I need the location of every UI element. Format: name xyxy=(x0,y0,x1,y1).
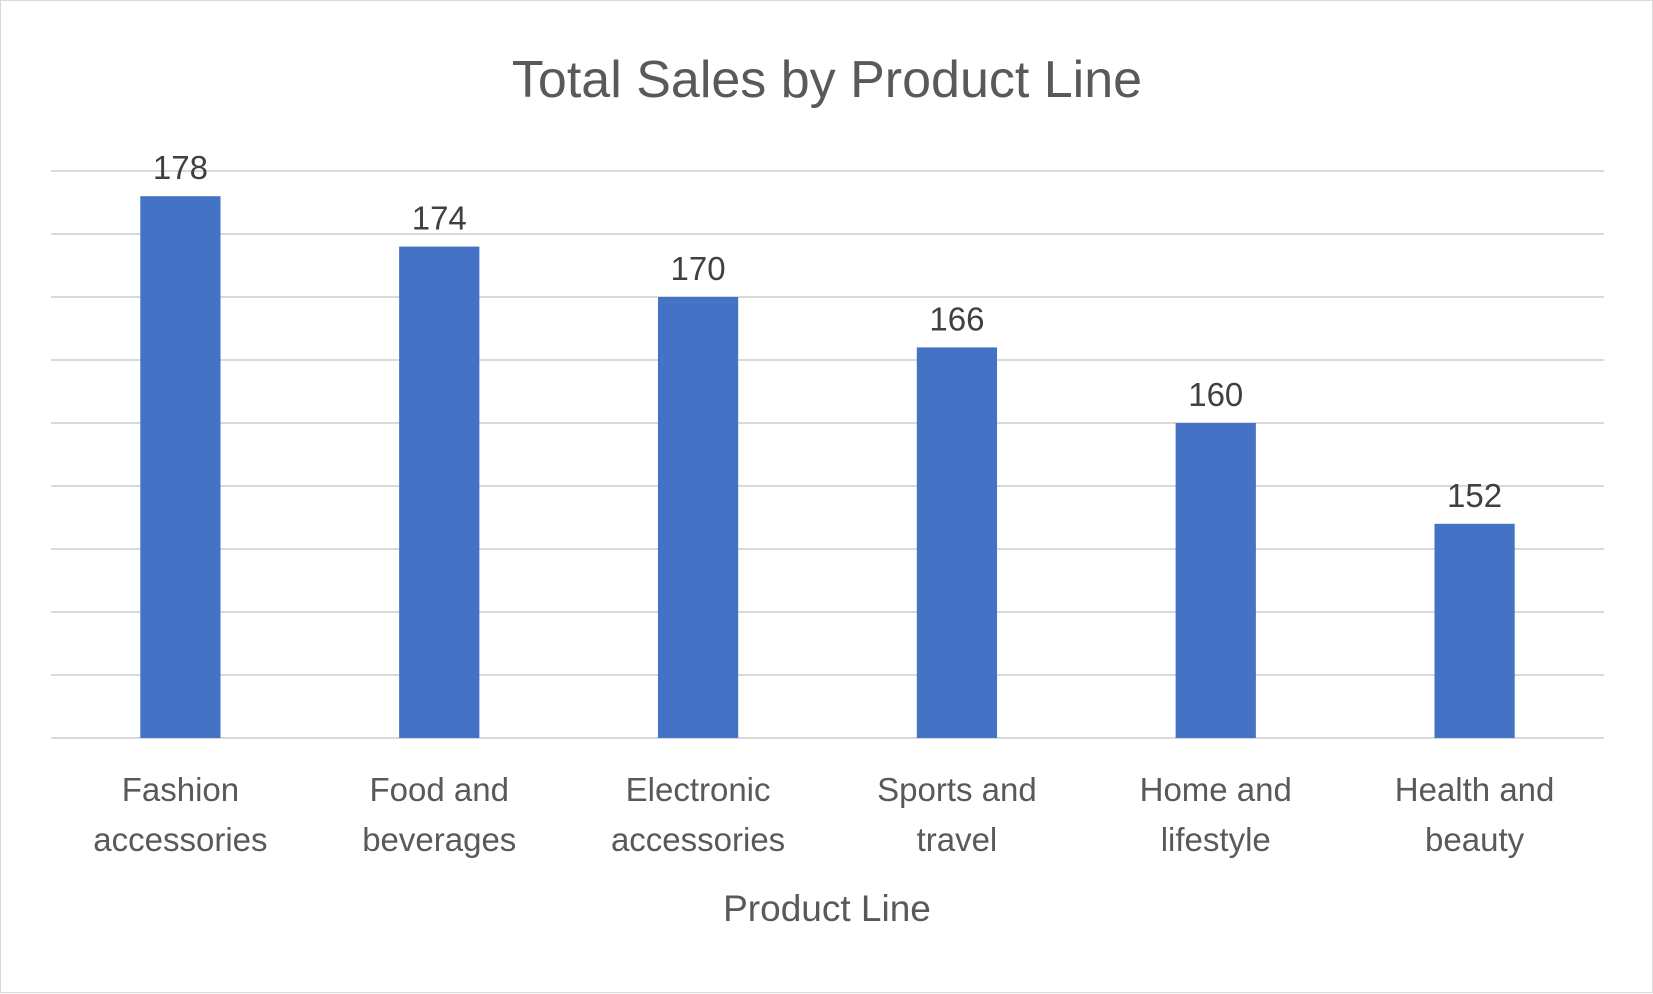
data-label: 178 xyxy=(153,149,208,186)
x-tick-label-line: Health and xyxy=(1395,771,1555,808)
x-tick-label-line: Electronic xyxy=(626,771,771,808)
data-label: 152 xyxy=(1447,477,1502,514)
bar xyxy=(1434,523,1515,738)
x-tick-label: Electronic accessories xyxy=(611,771,785,858)
x-tick-label-line: accessories xyxy=(93,821,267,858)
data-label: 174 xyxy=(412,200,467,237)
x-tick-label-line: Home and xyxy=(1140,771,1292,808)
data-label: 166 xyxy=(929,300,984,337)
x-tick-label: Health and beauty xyxy=(1395,771,1555,858)
bar xyxy=(657,297,739,738)
x-tick-label-line: lifestyle xyxy=(1161,821,1271,858)
x-tick-label-line: accessories xyxy=(611,821,785,858)
x-tick-label: Food and beverages xyxy=(362,771,516,858)
x-axis-title: Product Line xyxy=(723,888,931,929)
x-tick-label-line: beauty xyxy=(1425,821,1525,858)
x-tick-label: Sports and travel xyxy=(877,771,1037,858)
chart-title: Total Sales by Product Line xyxy=(512,51,1142,109)
x-tick-label-line: Sports and xyxy=(877,771,1037,808)
bar xyxy=(399,246,480,738)
x-tick-label-line: Food and xyxy=(370,771,509,808)
gridlines xyxy=(51,170,1604,739)
x-tick-label: Fashion accessories xyxy=(93,771,267,858)
data-label: 170 xyxy=(671,250,726,287)
bar xyxy=(1175,423,1256,738)
x-tick-label-line: travel xyxy=(917,821,998,858)
x-tick-label: Home and lifestyle xyxy=(1140,771,1292,858)
x-tick-label-line: beverages xyxy=(362,821,516,858)
x-tick-labels: Fashion accessories Food and beverages Elect… xyxy=(93,771,1554,858)
bar xyxy=(916,347,998,738)
x-tick-label-line: Fashion xyxy=(122,771,239,808)
data-labels: 178 174 170 166 160 152 xyxy=(153,149,1502,514)
bar xyxy=(140,196,221,738)
data-label: 160 xyxy=(1188,376,1243,413)
bars xyxy=(140,196,1515,738)
